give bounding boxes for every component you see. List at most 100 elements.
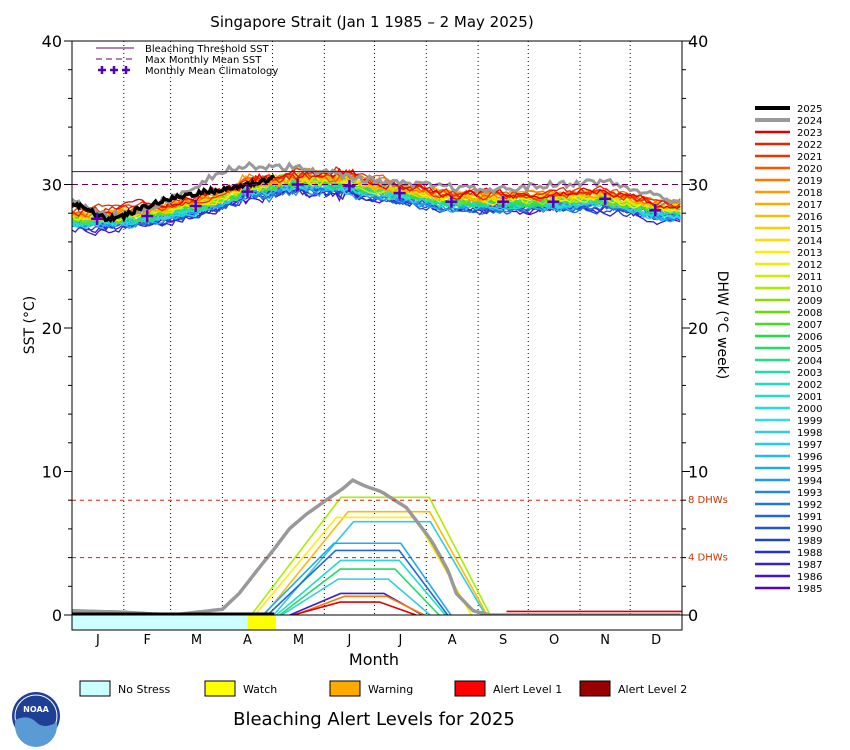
year-legend-label: 2004 (797, 356, 822, 367)
year-legend-label: 1997 (797, 440, 822, 451)
climatology-marker (343, 179, 356, 192)
legend-label: Max Monthly Mean SST (145, 55, 262, 66)
climatology-marker (445, 195, 458, 208)
year-legend-label: 1989 (797, 536, 822, 547)
climatology-marker (649, 204, 662, 217)
month-label: A (243, 633, 252, 648)
dhw-series-1998 (273, 520, 487, 615)
alert-legend-label: Alert Level 1 (493, 683, 562, 696)
year-legend-label: 1986 (797, 572, 822, 583)
alert-legend-swatch (454, 680, 486, 697)
year-legend-label: 2012 (797, 260, 822, 271)
year-legend-label: 2000 (797, 404, 822, 415)
year-legend-label: 1998 (797, 428, 822, 439)
alert-strip-segment (247, 615, 276, 630)
climatology-marker (599, 192, 612, 205)
year-legend-label: 2015 (797, 224, 822, 235)
legend-plus-marker (122, 66, 130, 74)
dhw-series-2019 (294, 595, 425, 615)
year-legend-label: 2008 (797, 308, 822, 319)
month-label: J (397, 633, 402, 648)
plot-area (72, 41, 682, 630)
year-legend-label: 2007 (797, 320, 822, 331)
year-legend-label: 2011 (797, 272, 822, 283)
dhw-series-2016 (263, 510, 488, 615)
year-legend-label: 1994 (797, 476, 822, 487)
year-legend-label: 2016 (797, 212, 822, 223)
dhw-series-2001 (275, 559, 447, 615)
climatology-marker (291, 178, 304, 191)
year-legend-label: 2019 (797, 176, 822, 187)
climatology-marker (497, 195, 510, 208)
y-tick-label-right: 40 (688, 32, 708, 51)
footer-title: Bleaching Alert Levels for 2025 (233, 709, 515, 730)
year-legend-label: 2014 (797, 236, 822, 247)
year-legend-label: 2010 (797, 284, 822, 295)
alert-legend-label: Watch (243, 683, 277, 696)
y-axis-label-right: DHW (°C week) (714, 271, 730, 380)
climatology-marker (91, 212, 104, 225)
y-tick-label-left: 20 (42, 319, 62, 338)
year-legend-label: 1992 (797, 500, 822, 511)
year-legend-label: 1987 (797, 560, 822, 571)
year-legend-label: 2002 (797, 380, 822, 391)
alert-legend-swatch (204, 680, 236, 697)
year-legend-label: 2001 (797, 392, 822, 403)
alert-legend-item: Alert Level 2 (579, 680, 687, 697)
legend-label: Monthly Mean Climatology (145, 66, 278, 77)
month-label: A (448, 633, 457, 648)
year-legend-label: 2006 (797, 332, 822, 343)
year-legend-label: 1990 (797, 524, 822, 535)
noaa-logo-text: NOAA (23, 705, 49, 714)
legend-plus-marker (110, 66, 118, 74)
climatology-marker (189, 200, 202, 213)
dhw-series-1995 (262, 542, 452, 615)
y-tick-label-left: 0 (52, 606, 62, 625)
year-legend-label: 1999 (797, 416, 822, 427)
dhw-series-1991 (267, 549, 449, 615)
year-legend-label: 2021 (797, 152, 822, 163)
alert-legend-item: Alert Level 1 (454, 680, 562, 697)
climatology-marker (547, 195, 560, 208)
alert-legend-swatch (579, 680, 611, 697)
year-legend-label: 1985 (797, 584, 822, 595)
alert-legend-label: No Stress (118, 683, 171, 696)
year-legend-label: 2003 (797, 368, 822, 379)
month-label: M (293, 633, 304, 648)
climatology-marker (393, 187, 406, 200)
dhw-series-2023 (292, 601, 417, 615)
year-legend-label: 2020 (797, 164, 822, 175)
year-legend-label: 2017 (797, 200, 822, 211)
legend-label: Bleaching Threshold SST (145, 44, 270, 55)
y-tick-label-right: 10 (688, 463, 708, 482)
climatology-marker (141, 210, 154, 223)
dhw-series-2010 (250, 496, 491, 615)
year-legend-label: 2009 (797, 296, 822, 307)
plot-frame (71, 40, 683, 631)
alert-legend-label: Alert Level 2 (618, 683, 687, 696)
sst-series-2024 (72, 160, 681, 220)
month-label: O (549, 633, 559, 648)
year-legend-label: 2024 (797, 116, 822, 127)
noaa-logo: NOAA (12, 692, 60, 747)
sst-series-2025 (72, 174, 276, 224)
alert-legend-item: Watch (204, 680, 277, 697)
month-label: N (600, 633, 610, 648)
year-legend-label: 1988 (797, 548, 822, 559)
dhw-series-2013 (254, 516, 473, 615)
x-axis-label: Month (349, 650, 399, 669)
month-label: M (191, 633, 202, 648)
alert-strip-segment (72, 615, 248, 630)
year-legend-label: 2022 (797, 140, 822, 151)
y-tick-label-right: 0 (688, 606, 698, 625)
year-legend-label: 1991 (797, 512, 822, 523)
dhw-series-1998 (281, 578, 431, 615)
climatology-marker (241, 185, 254, 198)
year-legend-label: 1996 (797, 452, 822, 463)
year-legend-label: 2013 (797, 248, 822, 259)
alert-legend-item: No Stress (79, 680, 171, 697)
alert-legend-swatch (79, 680, 111, 697)
alert-legend-swatch (329, 680, 361, 697)
year-legend-label: 2018 (797, 188, 822, 199)
